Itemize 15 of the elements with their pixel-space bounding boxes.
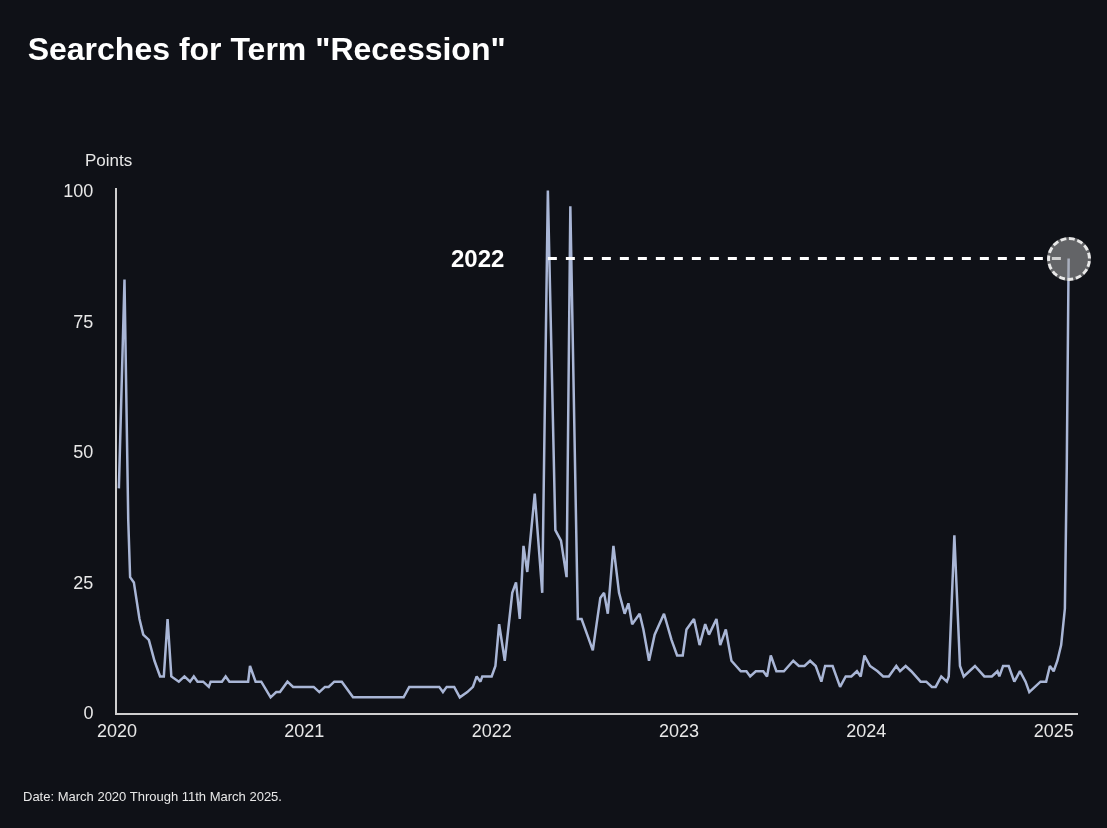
x-tick-label: 2020 [96,720,138,741]
x-tick-label: 2024 [846,720,887,741]
x-tick-label: 2025 [1033,720,1074,741]
y-axis-title: Points [85,151,133,170]
y-tick-label: 100 [63,180,94,201]
y-tick-label: 50 [73,442,94,463]
x-tick-label: 2023 [658,720,700,741]
text: Date: March 2020 Through 11th March 2025. [23,789,282,804]
y-tick-label: 0 [83,703,94,724]
y-tick-label: 25 [73,572,94,593]
annotation: 2022 [451,245,505,272]
y-tick-label: 75 [73,311,94,332]
x-tick-label: 2021 [284,720,325,741]
x-tick-label: 2022 [471,720,512,741]
chart-title: Searches for Term "Recession" [27,30,506,67]
